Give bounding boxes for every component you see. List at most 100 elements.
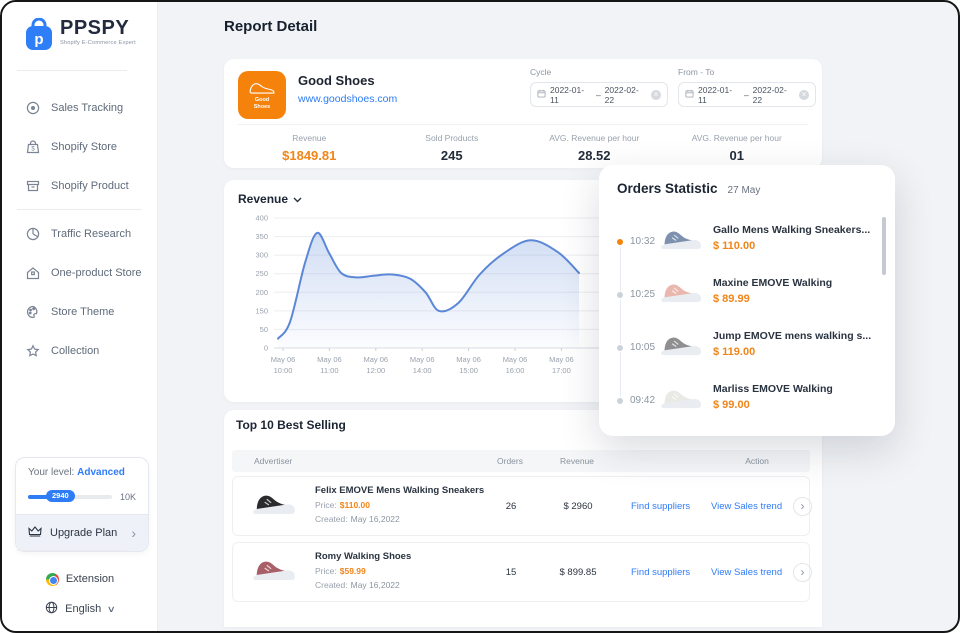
product-created-date: May 16,2022 [350,514,400,524]
table-row[interactable]: Romy Walking Shoes Price: $59.99 Created:… [232,542,812,602]
app-name: PPSPY [60,17,130,39]
from-to-date-range-input[interactable]: 2022-01-11 – 2022-02-22 × [678,82,816,107]
product-image [659,225,703,256]
product-price: $ 89.99 [713,293,750,305]
from-to-label: From - To [678,67,715,77]
order-item[interactable]: 09:42 Marliss EMOVE Walking $ 99.00 [599,374,895,427]
level-card: Your level: Advanced 2940 10K Upgrade Pl… [15,457,149,552]
chevron-down-icon: ∨ [106,603,117,614]
order-item[interactable]: 10:32 Gallo Mens Walking Sneakers... $ 1… [599,215,895,268]
product-name: Gallo Mens Walking Sneakers... [713,224,871,236]
orders-date: 27 May [727,185,761,196]
extension-link[interactable]: Extension [2,570,158,588]
svg-text:$: $ [31,146,35,152]
svg-text:200: 200 [255,288,268,297]
order-item[interactable]: 10:05 Jump EMOVE mens walking s... $ 119… [599,321,895,374]
store-summary-card: Good Shoes Good Shoes www.goodshoes.com … [224,59,822,168]
timeline-dot [616,290,624,299]
ppspy-bag-icon: p [24,17,54,57]
sidebar: p PPSPY Shopify E-Commerce Expert Sales … [2,2,158,631]
store-bag-icon: $ [25,139,41,155]
order-time: 09:42 [630,395,656,406]
sidebar-item-collection[interactable]: Collection [2,331,157,370]
product-name: Marliss EMOVE Walking [713,383,833,395]
svg-text:350: 350 [255,232,268,241]
orders-statistic-panel: Orders Statistic 27 May 10:32 Gallo Mens… [599,165,895,436]
product-price: $110.00 [339,500,370,510]
calendar-icon [685,89,694,100]
target-icon [25,100,41,116]
palette-icon [25,304,41,320]
clear-icon[interactable]: × [651,89,661,100]
chevron-right-icon[interactable]: › [793,563,812,582]
timeline-dot [616,237,624,246]
crown-icon [28,524,42,542]
cycle-label: Cycle [530,67,552,77]
chart-metric-dropdown[interactable]: Revenue [238,192,302,206]
product-created-date: May 16,2022 [350,580,400,590]
revenue-amount: $ 899.85 [559,567,597,578]
sidebar-item-shopify-store[interactable]: $ Shopify Store [2,127,157,166]
chrome-icon [45,572,59,586]
find-suppliers-link[interactable]: Find suppliers [631,567,691,578]
view-sales-trend-link[interactable]: View Sales trend [711,567,783,578]
sidebar-item-sales-tracking[interactable]: Sales Tracking [2,88,157,127]
revenue-amount: $ 2960 [563,501,593,512]
scrollbar-thumb[interactable] [882,217,886,275]
stats-row: Revenue $1849.81 Sold Products 245 AVG. … [238,129,808,163]
table-header: Advertiser Orders Revenue Action [232,450,810,472]
progress-max-label: 10K [119,492,136,502]
product-price: $ 110.00 [713,240,756,252]
level-progress[interactable]: 2940 10K [28,490,136,502]
store-logo: Good Shoes [238,71,286,119]
language-selector[interactable]: English ∨ [2,600,158,618]
app-tagline: Shopify E-Commerce Expert [60,40,136,46]
product-price: $ 119.00 [713,346,756,358]
sidebar-nav: Sales Tracking $ Shopify Store Shopify P… [2,88,157,370]
find-suppliers-link[interactable]: Find suppliers [631,501,691,512]
product-image [251,489,297,521]
svg-text:250: 250 [255,269,268,278]
stat-avg-revenue-hour: AVG. Revenue per hour 28.52 [549,133,640,163]
store-url-link[interactable]: www.goodshoes.com [298,93,398,105]
progress-fill [28,495,54,499]
cycle-date-range-input[interactable]: 2022-01-11 – 2022-02-22 × [530,82,668,107]
sidebar-item-one-product-store[interactable]: One-product Store [2,253,157,292]
view-sales-trend-link[interactable]: View Sales trend [711,501,783,512]
stat-revenue: Revenue $1849.81 [282,133,337,163]
upgrade-plan-button[interactable]: Upgrade Plan › [16,514,148,551]
top-selling-title: Top 10 Best Selling [236,418,346,432]
level-value: Advanced [77,467,125,478]
divider [17,70,127,71]
product-name: Felix EMOVE Mens Walking Sneakers [315,485,485,496]
shoe-icon [249,82,275,94]
product-box-icon [25,178,41,194]
sidebar-item-store-theme[interactable]: Store Theme [2,292,157,331]
product-image [659,384,703,415]
store-name: Good Shoes [298,73,375,88]
order-time: 10:05 [630,342,656,353]
order-time: 10:32 [630,236,656,247]
table-row[interactable]: Felix EMOVE Mens Walking Sneakers Price:… [232,476,812,536]
chevron-right-icon[interactable]: › [793,497,812,516]
order-item[interactable]: 10:25 Maxine EMOVE Walking $ 89.99 [599,268,895,321]
sidebar-item-shopify-product[interactable]: Shopify Product [2,166,157,205]
product-image [659,278,703,309]
pie-chart-icon [25,226,41,242]
order-time: 10:25 [630,289,656,300]
timeline-dot [616,396,624,405]
sidebar-item-traffic-research[interactable]: Traffic Research [2,214,157,253]
chevron-down-icon [293,192,302,206]
globe-icon [45,601,58,617]
clear-icon[interactable]: × [799,89,809,100]
svg-text:p: p [34,31,43,48]
logo[interactable]: p PPSPY Shopify E-Commerce Expert [24,17,136,57]
orders-statistic-title: Orders Statistic [617,181,718,196]
